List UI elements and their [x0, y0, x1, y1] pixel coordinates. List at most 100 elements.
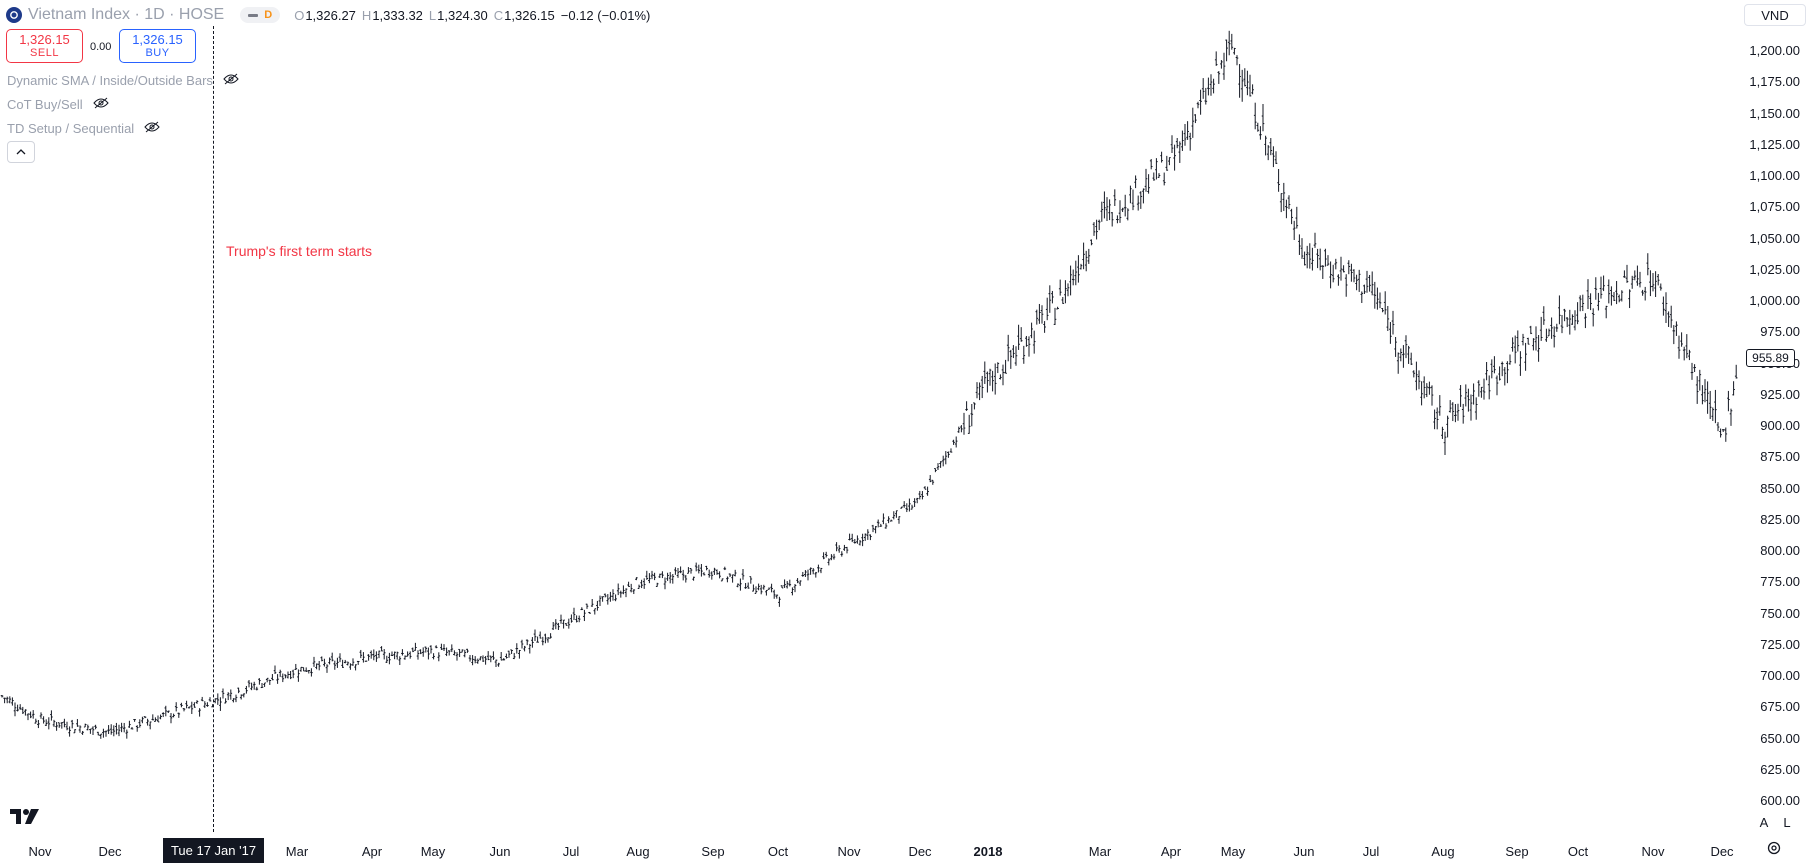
- ohlc-bar: [1477, 380, 1481, 397]
- ohlc-bar: [1656, 273, 1660, 286]
- ohlc-bar: [684, 574, 688, 583]
- ohlc-bar: [172, 713, 175, 718]
- ohlc-bar: [125, 729, 129, 739]
- ohlc-bar: [411, 647, 415, 653]
- eye-hidden-icon[interactable]: [92, 97, 109, 112]
- ohlc-bar: [159, 714, 162, 720]
- indicator-cot-buy-sell[interactable]: CoT Buy/Sell: [7, 95, 109, 113]
- ohlc-bar: [63, 718, 66, 728]
- ohlc-bar: [700, 564, 703, 577]
- ohlc-value: 1,333.32: [372, 7, 423, 23]
- ohlc-bar: [8, 696, 12, 704]
- ohlc-values: O1,326.27 H1,333.32 L1,324.30 C1,326.15 −0.1…: [294, 8, 650, 23]
- ohlc-bar: [351, 658, 355, 666]
- annotation-vertical-line[interactable]: [213, 26, 214, 832]
- ohlc-bar: [1578, 295, 1582, 312]
- ohlc-bar: [1649, 270, 1652, 297]
- indicator-td-setup[interactable]: TD Setup / Sequential: [7, 119, 160, 137]
- ohlc-bar: [1038, 303, 1041, 324]
- ohlc-bar: [814, 571, 818, 578]
- ohlc-bar: [1214, 51, 1218, 66]
- ohlc-bar: [489, 655, 493, 663]
- currency-selector[interactable]: VND: [1744, 4, 1806, 26]
- annotation-text[interactable]: Trump's first term starts: [226, 243, 373, 259]
- ohlc-bar: [1685, 334, 1689, 359]
- ohlc-bar: [1620, 290, 1624, 302]
- ohlc-bar: [1017, 324, 1020, 350]
- ohlc-bar: [1503, 367, 1507, 386]
- ohlc-bar: [1539, 316, 1543, 341]
- collapse-indicators-button[interactable]: [7, 141, 35, 163]
- ohlc-bar: [1560, 314, 1564, 334]
- ohlc-bar: [811, 568, 815, 575]
- ohlc-bar: [200, 696, 204, 702]
- symbol-title[interactable]: Vietnam Index · 1D · HOSE: [28, 6, 225, 23]
- ohlc-bar: [1482, 378, 1486, 400]
- chevron-up-icon: [16, 149, 26, 155]
- ohlc-bar: [653, 572, 656, 581]
- eye-hidden-icon[interactable]: [223, 73, 239, 88]
- ohlc-bar: [739, 578, 742, 591]
- ohlc-bar: [676, 567, 680, 578]
- ohlc-bar: [330, 652, 334, 662]
- ohlc-bar: [1381, 307, 1384, 313]
- tradingview-logo[interactable]: [9, 806, 41, 831]
- ohlc-value: 1,326.15: [504, 7, 555, 23]
- ohlc-bar: [307, 670, 311, 674]
- ohlc-bar: [1331, 264, 1335, 283]
- indicator-dynamic-sma[interactable]: Dynamic SMA / Inside/Outside Bars: [7, 71, 239, 89]
- ohlc-bar: [1352, 269, 1356, 283]
- eye-hidden-icon[interactable]: [144, 121, 160, 136]
- ohlc-bar: [388, 652, 391, 665]
- auto-scale-button[interactable]: A: [1759, 814, 1769, 830]
- ohlc-bar: [515, 643, 519, 654]
- price-tick-label: 850.00: [1760, 480, 1800, 496]
- sell-button[interactable]: 1,326.15 SELL: [6, 29, 83, 63]
- ohlc-bar: [1183, 124, 1187, 146]
- ohlc-bar: [1643, 286, 1647, 301]
- ohlc-bar: [273, 665, 277, 674]
- ohlc-bar: [338, 653, 342, 663]
- ohlc-bar: [783, 579, 786, 588]
- ohlc-bar: [499, 651, 503, 661]
- gear-icon[interactable]: [1766, 840, 1782, 861]
- ohlc-bar: [1149, 159, 1153, 170]
- ohlc-item: O1,326.27: [294, 8, 356, 23]
- ohlc-bar: [442, 644, 446, 651]
- buy-button[interactable]: 1,326.15 BUY: [119, 29, 196, 63]
- ohlc-bar: [840, 551, 844, 557]
- ohlc-bar: [627, 581, 630, 587]
- ohlc-bar: [822, 552, 825, 560]
- ohlc-bar: [1454, 404, 1457, 423]
- ohlc-bar: [895, 510, 898, 518]
- ohlc-bar: [957, 426, 961, 433]
- ohlc-bar: [286, 671, 290, 679]
- ohlc-bar: [908, 498, 911, 512]
- market-status-pill[interactable]: D: [240, 7, 281, 23]
- ohlc-bar: [845, 546, 849, 554]
- ohlc-bar: [549, 633, 552, 639]
- ohlc-bar: [1248, 74, 1252, 97]
- ohlc-bar: [596, 600, 599, 611]
- ohlc-bar: [892, 511, 896, 520]
- price-tick-label: 1,200.00: [1749, 43, 1800, 58]
- log-scale-button[interactable]: L: [1783, 814, 1791, 830]
- ohlc-bar: [1568, 309, 1572, 335]
- ohlc-bar: [1092, 222, 1096, 236]
- ohlc-bar: [715, 569, 719, 575]
- ohlc-bar: [913, 498, 916, 507]
- ohlc-bar: [1701, 385, 1704, 405]
- ohlc-bar: [1365, 270, 1369, 293]
- ohlc-bar: [733, 569, 737, 577]
- ohlc-bar: [564, 623, 568, 626]
- ohlc-bar: [1292, 220, 1296, 240]
- ohlc-bar: [234, 694, 238, 703]
- ohlc-bar: [541, 636, 545, 646]
- ohlc-bar: [479, 656, 482, 661]
- ohlc-bar: [299, 666, 303, 672]
- ohlc-bar: [1051, 290, 1054, 304]
- price-chart[interactable]: [0, 0, 1740, 832]
- ohlc-bar: [403, 655, 407, 660]
- ohlc-bar: [1217, 71, 1221, 84]
- ohlc-bar: [362, 652, 365, 663]
